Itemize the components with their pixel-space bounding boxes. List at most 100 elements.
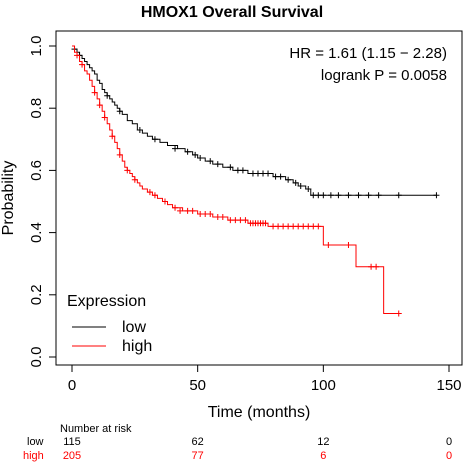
risk-count-low: 62: [191, 436, 204, 448]
logrank-p-text: logrank P = 0.0058: [321, 67, 447, 84]
censor-mark-low: [254, 170, 261, 177]
censor-mark-high: [280, 223, 287, 230]
censor-mark-low: [297, 182, 304, 189]
censor-mark-low: [136, 126, 143, 133]
censor-mark-high: [325, 242, 332, 249]
risk-count-low: 0: [445, 436, 453, 448]
risk-row-label-low: low: [27, 436, 44, 448]
y-tick-label: 1.0: [28, 36, 45, 57]
censor-mark-low: [320, 192, 327, 199]
censor-mark-high: [109, 133, 116, 140]
y-tick-label: 0.2: [28, 284, 45, 305]
y-tick-label: 0.4: [28, 222, 45, 243]
censor-mark-low: [365, 192, 372, 199]
censor-mark-high: [91, 89, 98, 96]
censor-mark-low: [151, 136, 158, 143]
censor-mark-high: [368, 263, 375, 270]
censor-mark-high: [131, 176, 138, 183]
censor-mark-high: [101, 114, 108, 121]
censor-mark-low: [285, 176, 292, 183]
censor-mark-low: [327, 192, 334, 199]
censor-mark-high: [219, 214, 226, 221]
risk-count-high: 0: [445, 450, 453, 462]
censor-mark-low: [375, 192, 382, 199]
censor-mark-high: [96, 102, 103, 109]
censor-mark-low: [104, 92, 111, 99]
censor-mark-high: [275, 223, 282, 230]
y-tick-label: 0.8: [28, 98, 45, 119]
censor-mark-high: [395, 310, 402, 317]
censor-mark-low: [116, 108, 123, 115]
censor-mark-high: [242, 217, 249, 224]
censor-mark-high: [262, 220, 269, 227]
x-tick-label: 150: [436, 377, 461, 394]
x-tick-label: 100: [311, 377, 336, 394]
risk-table-title: Number at risk: [60, 423, 132, 435]
censor-mark-high: [172, 204, 179, 211]
censor-mark-low: [192, 151, 199, 158]
risk-count-high: 6: [320, 450, 327, 462]
legend-label-low: low: [122, 319, 146, 336]
censor-mark-low: [272, 173, 279, 180]
censor-mark-low: [277, 173, 284, 180]
legend: Expression low high: [67, 293, 152, 355]
censor-mark-high: [184, 207, 191, 214]
risk-count-high: 77: [191, 450, 204, 462]
legend-label-high: high: [122, 338, 152, 355]
censor-mark-high: [146, 189, 153, 196]
censor-mark-high: [74, 52, 81, 59]
censor-mark-low: [355, 192, 362, 199]
censor-mark-low: [305, 186, 312, 193]
censor-mark-high: [270, 223, 277, 230]
censor-mark-high: [79, 61, 86, 68]
censor-mark-high: [285, 223, 292, 230]
series-layer: [71, 45, 440, 317]
censor-mark-high: [295, 223, 302, 230]
risk-row-label-high: high: [23, 450, 44, 462]
y-axis-label: Probability: [0, 161, 17, 236]
censor-mark-low: [214, 161, 221, 168]
censor-mark-high: [124, 167, 131, 174]
censor-mark-high: [300, 223, 307, 230]
censor-mark-low: [310, 192, 317, 199]
censor-mark-high: [151, 192, 158, 199]
series-high: [72, 45, 402, 317]
censor-mark-high: [207, 210, 214, 217]
y-tick-label: 0.0: [28, 347, 45, 368]
censor-mark-high: [161, 198, 168, 205]
legend-title: Expression: [67, 293, 146, 310]
censor-mark-high: [290, 223, 297, 230]
series-low: [71, 45, 440, 199]
censor-mark-low: [234, 167, 241, 174]
x-tick-label: 0: [68, 377, 76, 394]
censor-mark-high: [315, 223, 322, 230]
censor-mark-low: [315, 192, 322, 199]
x-axis: 0 50 100 150: [68, 365, 462, 394]
censor-mark-high: [310, 223, 317, 230]
censor-mark-low: [335, 192, 342, 199]
censor-mark-low: [197, 154, 204, 161]
censor-mark-low: [395, 192, 402, 199]
hazard-ratio-text: HR = 1.61 (1.15 − 2.28): [289, 45, 447, 62]
censor-mark-low: [227, 164, 234, 171]
censor-mark-low: [184, 148, 191, 155]
plot-frame: [55, 30, 463, 366]
censor-mark-high: [232, 217, 239, 224]
censor-mark-low: [433, 192, 440, 199]
censor-mark-high: [177, 207, 184, 214]
x-axis-label: Time (months): [208, 404, 311, 421]
censor-mark-high: [227, 217, 234, 224]
censor-mark-low: [239, 167, 246, 174]
censor-mark-high: [197, 210, 204, 217]
censor-mark-low: [260, 170, 267, 177]
censor-mark-high: [237, 217, 244, 224]
risk-count-high: 205: [62, 450, 82, 462]
censor-mark-high: [345, 242, 352, 249]
y-tick-label: 0.6: [28, 160, 45, 181]
censor-mark-high: [214, 214, 221, 221]
censor-mark-high: [189, 207, 196, 214]
risk-count-low: 12: [317, 436, 330, 448]
chart-title: HMOX1 Overall Survival: [141, 4, 323, 21]
x-tick-label: 50: [189, 377, 206, 394]
censor-mark-high: [373, 263, 380, 270]
